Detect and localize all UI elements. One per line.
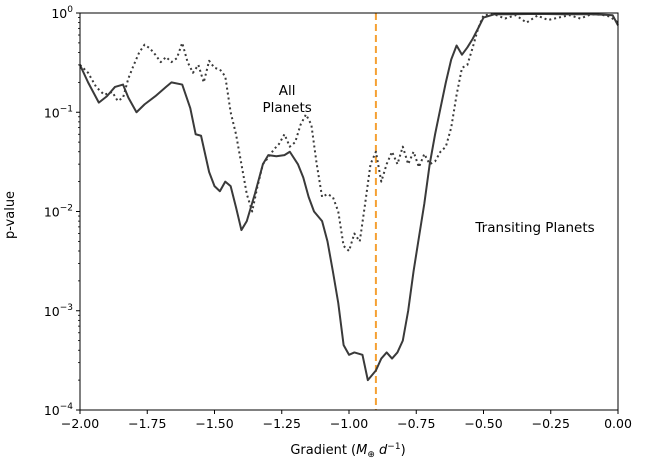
annotation-transiting-planets: Transiting Planets [474,220,594,236]
x-tick-label: 0.00 [604,416,632,431]
tick-layer: −2.00 −1.75 −1.50 −1.25 −1.00 −0.75 −0.50 −0.25… [44,5,632,431]
series-line-solid [79,12,619,382]
x-tick-label: −2.00 [61,416,99,431]
y-axis-label: p-value [3,191,18,239]
annotation-layer: All Planets Transiting Planets [262,83,594,236]
y-tick-label: 10−2 [44,204,73,220]
plot-layer [79,12,619,410]
x-tick-label: −0.25 [532,416,570,431]
x-tick-label: −1.25 [263,416,301,431]
x-axis-label: Gradient (M⊕ d−1) [290,442,405,459]
x-tick-label: −0.50 [464,416,502,431]
x-tick-label: −0.75 [397,416,435,431]
y-tick-label: 100 [51,5,73,21]
y-tick-label: 10−4 [44,402,73,418]
series-line-dotted [79,13,619,252]
y-tick-label: 10−3 [44,303,73,319]
annotation-all-planets: All Planets [262,83,311,116]
x-tick-label: −1.50 [195,416,233,431]
x-tick-label: −1.75 [128,416,166,431]
y-tick-label: 10−1 [44,104,73,120]
x-tick-label: −1.00 [330,416,368,431]
plot-frame [79,12,619,411]
